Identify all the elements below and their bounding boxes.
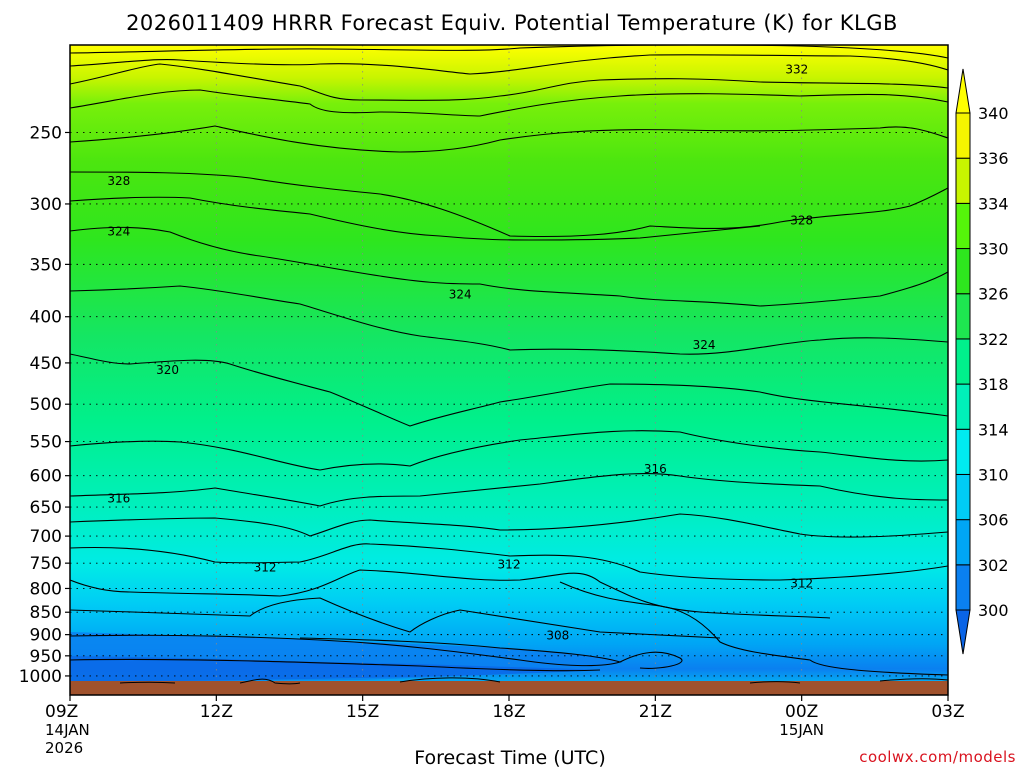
contour-label: 324 bbox=[449, 288, 472, 302]
colorbar-label: 340 bbox=[978, 104, 1009, 123]
y-tick-label: 450 bbox=[30, 354, 62, 374]
colorbar-swatch bbox=[955, 428, 971, 475]
coldest-layer-shading bbox=[70, 656, 600, 682]
contour-label: 328 bbox=[107, 174, 130, 188]
colorbar-swatch bbox=[955, 519, 971, 566]
colorbar: 300 302 306 310 314 318 322 326 330 334 336 340 bbox=[955, 68, 1009, 655]
colorbar-label: 302 bbox=[978, 556, 1009, 575]
y-tick-label: 550 bbox=[30, 433, 62, 453]
colorbar-label: 318 bbox=[978, 375, 1009, 394]
y-tick-label: 600 bbox=[30, 467, 62, 487]
contour-line bbox=[70, 430, 948, 471]
contour-label: 316 bbox=[107, 492, 130, 506]
contour-label-group: 332 328 328 324 324 324 320 316 316 312 312 312 308 bbox=[107, 63, 813, 643]
plot-area: 332 328 328 324 324 324 320 316 316 312 312 312 308 bbox=[70, 45, 948, 695]
contour-line bbox=[70, 285, 948, 355]
colorbar-label: 314 bbox=[978, 420, 1009, 439]
contour-label: 324 bbox=[693, 338, 716, 352]
contour-line bbox=[70, 473, 948, 507]
colorbar-swatch bbox=[955, 383, 971, 430]
x-tick-label: 09Z bbox=[45, 702, 78, 722]
contour-label: 312 bbox=[790, 577, 813, 591]
x-tick-label: 15Z bbox=[346, 702, 379, 722]
x-tick-label: 12Z bbox=[200, 702, 233, 722]
contour-line bbox=[70, 125, 948, 153]
contour-label: 320 bbox=[156, 363, 179, 377]
colorbar-swatch bbox=[955, 157, 971, 204]
y-tick-label: 300 bbox=[30, 195, 62, 215]
colorbar-swatch bbox=[955, 112, 971, 159]
contour-line bbox=[70, 54, 948, 75]
x-tick-date: 14JAN bbox=[45, 721, 90, 739]
contour-label: 332 bbox=[785, 63, 808, 77]
colorbar-swatch bbox=[955, 248, 971, 295]
contour-lines bbox=[70, 45, 948, 676]
colorbar-label: 306 bbox=[978, 511, 1009, 530]
surface-contour-fragments bbox=[119, 677, 949, 685]
colorbar-upper-arrow bbox=[955, 68, 971, 114]
colorbar-swatch bbox=[955, 338, 971, 385]
y-tick-label: 650 bbox=[30, 498, 62, 518]
x-tick-label: 21Z bbox=[639, 702, 672, 722]
contour-line bbox=[70, 196, 761, 241]
contour-line bbox=[70, 171, 948, 238]
chart-title: 2026011409 HRRR Forecast Equiv. Potentia… bbox=[126, 11, 898, 35]
y-axis: 250 300 350 400 450 500 550 600 650 700 750 800 850 9… bbox=[19, 123, 70, 687]
colorbar-swatch bbox=[955, 473, 971, 521]
colorbar-swatch bbox=[955, 564, 971, 611]
contour-label: 312 bbox=[498, 558, 521, 572]
y-tick-label: 800 bbox=[30, 579, 62, 599]
contour-line bbox=[70, 89, 948, 117]
contour-line bbox=[70, 513, 948, 538]
contour-line bbox=[70, 543, 948, 581]
y-tick-label: 1000 bbox=[19, 667, 62, 687]
contour-label: 312 bbox=[254, 560, 277, 574]
colorbar-label: 326 bbox=[978, 285, 1009, 304]
contour-line bbox=[70, 63, 948, 101]
colorbar-label: 322 bbox=[978, 330, 1009, 349]
contour-line bbox=[70, 634, 622, 667]
x-tick-label: 00Z bbox=[785, 702, 818, 722]
colorbar-label: 300 bbox=[978, 601, 1009, 620]
colorbar-label: 330 bbox=[978, 240, 1009, 259]
y-tick-label: 750 bbox=[30, 554, 62, 574]
y-tick-label: 400 bbox=[30, 308, 62, 328]
colorbar-label: 334 bbox=[978, 194, 1009, 213]
contour-label: 316 bbox=[644, 462, 667, 476]
x-tick-label: 18Z bbox=[492, 702, 525, 722]
colorbar-swatch bbox=[955, 202, 971, 250]
y-tick-label: 250 bbox=[30, 123, 62, 143]
y-tick-label: 850 bbox=[30, 603, 62, 623]
contour-line bbox=[70, 658, 601, 672]
colorbar-label: 336 bbox=[978, 149, 1009, 168]
colorbar-lower-arrow bbox=[955, 609, 971, 655]
contour-label: 328 bbox=[790, 214, 813, 228]
x-tick-year: 2026 bbox=[45, 739, 83, 757]
contour-line bbox=[70, 226, 948, 307]
contour-line bbox=[70, 353, 948, 427]
x-tick-label: 03Z bbox=[931, 702, 964, 722]
x-axis-label: Forecast Time (UTC) bbox=[414, 747, 605, 768]
y-tick-label: 500 bbox=[30, 395, 62, 415]
credit-text: coolwx.com/models bbox=[859, 748, 1016, 766]
y-tick-label: 900 bbox=[30, 626, 62, 646]
contour-line bbox=[70, 45, 948, 59]
colorbar-label: 310 bbox=[978, 465, 1009, 484]
y-tick-label: 950 bbox=[30, 647, 62, 667]
x-tick-date: 15JAN bbox=[779, 721, 824, 739]
colorbar-swatch bbox=[955, 293, 971, 340]
contour-line bbox=[70, 569, 831, 619]
contour-line bbox=[559, 581, 948, 676]
terrain-ground bbox=[70, 681, 948, 695]
contour-line bbox=[70, 597, 721, 639]
contour-label: 308 bbox=[546, 629, 569, 643]
y-tick-label: 350 bbox=[30, 255, 62, 275]
contour-line bbox=[619, 651, 683, 669]
contour-label: 324 bbox=[107, 225, 130, 239]
y-tick-label: 700 bbox=[30, 527, 62, 547]
